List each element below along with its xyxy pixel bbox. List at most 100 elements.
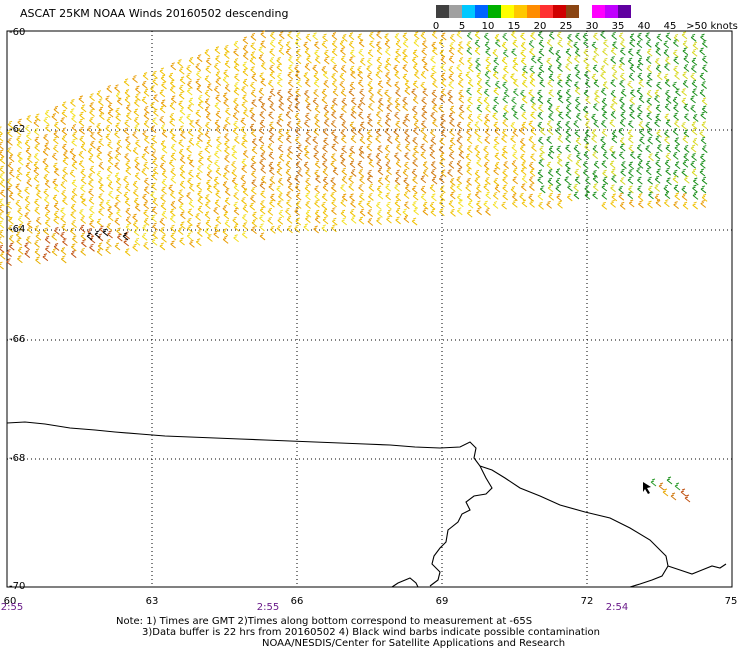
wind-barb [161, 129, 168, 138]
wind-barb [341, 176, 348, 184]
wind-barb [646, 79, 652, 88]
wind-barb [555, 56, 562, 65]
wind-barb [592, 175, 599, 184]
wind-barb [161, 186, 167, 195]
wind-barb [476, 207, 482, 216]
wind-barb [681, 121, 687, 130]
wind-barb [474, 47, 481, 56]
wind-barb [314, 185, 320, 194]
wind-barb [269, 31, 276, 40]
wind-barb [575, 96, 581, 105]
wind-barb [96, 170, 103, 179]
wind-barb [17, 190, 23, 199]
wind-barb [628, 48, 634, 57]
wind-barb [421, 47, 428, 56]
wind-barb [332, 97, 338, 106]
wind-barb [385, 192, 392, 201]
colorbar-label: 35 [611, 21, 625, 32]
wind-barb [565, 63, 571, 71]
wind-barb [17, 246, 24, 255]
wind-barb [600, 143, 607, 152]
wind-barb [583, 136, 590, 145]
wind-barb [79, 126, 85, 135]
wind-barb [475, 57, 481, 66]
wind-barb [501, 41, 508, 50]
wind-barb [666, 177, 672, 186]
wind-barb [485, 104, 491, 113]
wind-barb [97, 129, 103, 138]
wind-barb [376, 201, 382, 210]
wind-barb [70, 203, 77, 212]
wind-barb [412, 192, 419, 201]
wind-barb [648, 191, 654, 200]
wind-barb [701, 145, 708, 153]
wind-barb [96, 90, 103, 99]
wind-barb [377, 64, 383, 73]
wind-barb [114, 84, 120, 93]
wind-barb [458, 151, 465, 159]
wind-barb [268, 135, 275, 144]
wind-barb [349, 145, 356, 154]
wind-barb [557, 95, 564, 104]
wind-barb [8, 242, 15, 251]
wind-barb [646, 64, 653, 73]
wind-barb [476, 200, 482, 209]
wind-barb [511, 31, 517, 39]
wind-barb [683, 64, 690, 72]
wind-barb [251, 170, 257, 179]
wind-barb [512, 193, 518, 202]
wind-barb [600, 71, 606, 80]
wind-barb [439, 152, 446, 161]
wind-barb [555, 49, 562, 58]
wind-barb [70, 99, 76, 107]
wind-barb [269, 167, 275, 176]
wind-barb [565, 144, 571, 153]
wind-barb [314, 160, 321, 169]
wind-barb [650, 478, 657, 487]
wind-barb [377, 191, 384, 200]
wind-barb [458, 41, 464, 50]
wind-barb [458, 89, 465, 98]
wind-barb [242, 45, 249, 53]
wind-barb [457, 79, 464, 88]
wind-barb [665, 32, 672, 41]
wind-barb [170, 143, 177, 152]
wind-barb [602, 81, 609, 90]
colorbar-swatch [462, 5, 475, 18]
wind-barb [186, 192, 192, 201]
wind-barb [601, 160, 608, 169]
wind-barb [591, 41, 598, 50]
wind-barb [402, 39, 409, 48]
wind-barb [152, 222, 158, 231]
wind-barb [602, 151, 609, 160]
wind-barb [180, 221, 186, 230]
wind-barb [611, 31, 618, 40]
wind-barb [512, 111, 519, 120]
wind-barb [54, 121, 60, 130]
wind-barb [44, 142, 51, 151]
wind-barb [6, 201, 13, 210]
wind-barb [637, 57, 644, 66]
wind-barb [143, 201, 149, 210]
wind-barb [286, 151, 293, 160]
wind-barb [233, 120, 239, 129]
wind-barb [269, 121, 275, 130]
wind-barb [114, 202, 120, 210]
wind-barb [134, 163, 141, 171]
wind-barb [195, 140, 202, 149]
wind-barb [529, 168, 536, 177]
wind-barb [332, 167, 339, 176]
wind-barb [432, 47, 438, 56]
wind-barb [654, 57, 661, 66]
wind-barb [224, 164, 230, 173]
wind-barb [484, 153, 490, 162]
wind-barb [170, 224, 176, 233]
wind-barb [610, 199, 616, 208]
wind-barb [107, 213, 114, 222]
wind-barb [198, 157, 204, 166]
wind-barb [78, 160, 85, 169]
wind-barb [305, 201, 311, 209]
wind-barb [476, 135, 483, 144]
wind-barb [260, 30, 267, 39]
wind-barb [0, 198, 5, 207]
